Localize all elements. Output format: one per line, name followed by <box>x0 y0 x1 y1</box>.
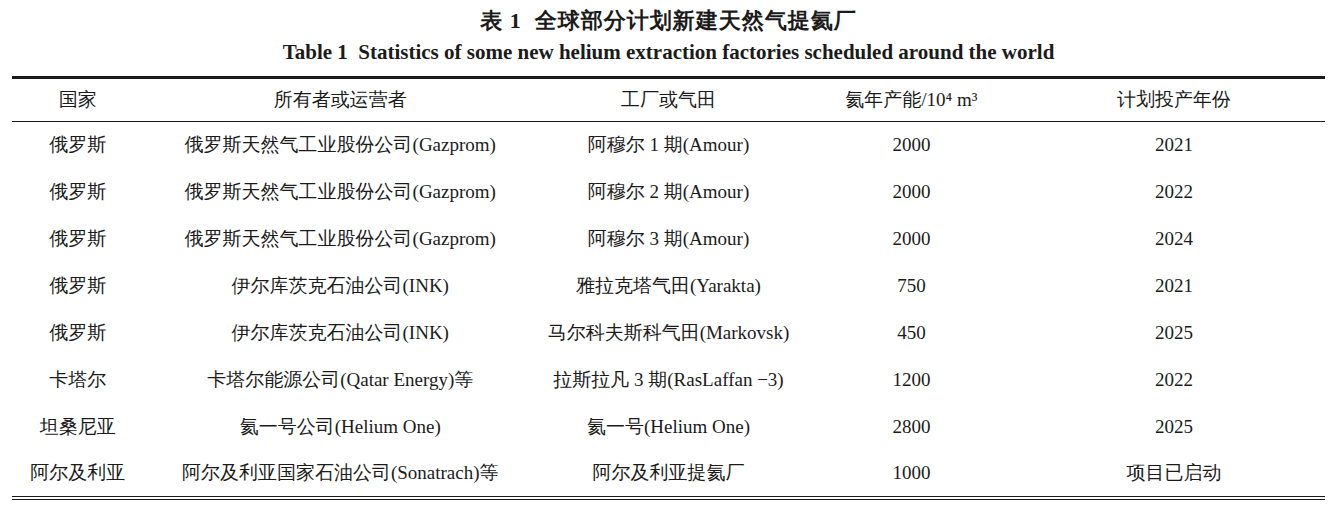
cell-year: 项目已启动 <box>1023 451 1325 498</box>
cell-country: 俄罗斯 <box>12 263 143 310</box>
cell-plant: 阿穆尔 1 期(Amour) <box>537 122 800 169</box>
cell-capacity: 450 <box>800 310 1023 357</box>
cell-capacity: 1200 <box>800 357 1023 404</box>
table-row: 俄罗斯 伊尔库茨克石油公司(INK) 雅拉克塔气田(Yarakta) 750 2… <box>12 263 1325 310</box>
cell-owner: 俄罗斯天然气工业股份公司(Gazprom) <box>143 122 537 169</box>
cell-capacity: 2000 <box>800 169 1023 216</box>
table-row: 阿尔及利亚 阿尔及利亚国家石油公司(Sonatrach)等 阿尔及利亚提氦厂 1… <box>12 451 1325 498</box>
table-row: 俄罗斯 伊尔库茨克石油公司(INK) 马尔科夫斯科气田(Markovsk) 45… <box>12 310 1325 357</box>
data-table: 国家 所有者或运营者 工厂或气田 氦年产能/10⁴ m³ 计划投产年份 俄罗斯 … <box>12 76 1325 500</box>
cell-year: 2021 <box>1023 263 1325 310</box>
cell-plant: 阿尔及利亚提氦厂 <box>537 451 800 498</box>
table-row: 俄罗斯 俄罗斯天然气工业股份公司(Gazprom) 阿穆尔 2 期(Amour)… <box>12 169 1325 216</box>
cell-owner: 阿尔及利亚国家石油公司(Sonatrach)等 <box>143 451 537 498</box>
cell-owner: 氦一号公司(Helium One) <box>143 404 537 451</box>
table-caption-en: Table 1 Statistics of some new helium ex… <box>0 36 1337 69</box>
cell-owner: 伊尔库茨克石油公司(INK) <box>143 263 537 310</box>
col-header-capacity: 氦年产能/10⁴ m³ <box>800 78 1023 122</box>
cell-year: 2025 <box>1023 404 1325 451</box>
cell-capacity: 750 <box>800 263 1023 310</box>
cell-capacity: 1000 <box>800 451 1023 498</box>
cell-country: 俄罗斯 <box>12 216 143 263</box>
cell-year: 2021 <box>1023 122 1325 169</box>
cell-plant: 阿穆尔 2 期(Amour) <box>537 169 800 216</box>
cell-year: 2025 <box>1023 310 1325 357</box>
cell-capacity: 2000 <box>800 122 1023 169</box>
cell-plant: 阿穆尔 3 期(Amour) <box>537 216 800 263</box>
cell-owner: 俄罗斯天然气工业股份公司(Gazprom) <box>143 169 537 216</box>
cell-country: 卡塔尔 <box>12 357 143 404</box>
col-header-plant: 工厂或气田 <box>537 78 800 122</box>
cell-plant: 雅拉克塔气田(Yarakta) <box>537 263 800 310</box>
table-row: 俄罗斯 俄罗斯天然气工业股份公司(Gazprom) 阿穆尔 3 期(Amour)… <box>12 216 1325 263</box>
cell-year: 2022 <box>1023 169 1325 216</box>
cell-capacity: 2000 <box>800 216 1023 263</box>
cell-plant: 马尔科夫斯科气田(Markovsk) <box>537 310 800 357</box>
col-header-country: 国家 <box>12 78 143 122</box>
cell-country: 俄罗斯 <box>12 169 143 216</box>
header-row: 国家 所有者或运营者 工厂或气田 氦年产能/10⁴ m³ 计划投产年份 <box>12 78 1325 122</box>
cell-year: 2024 <box>1023 216 1325 263</box>
table-row: 坦桑尼亚 氦一号公司(Helium One) 氦一号(Helium One) 2… <box>12 404 1325 451</box>
cell-capacity: 2800 <box>800 404 1023 451</box>
table-row: 卡塔尔 卡塔尔能源公司(Qatar Energy)等 拉斯拉凡 3 期(RasL… <box>12 357 1325 404</box>
cell-country: 坦桑尼亚 <box>12 404 143 451</box>
paper-table-page: 表 1 全球部分计划新建天然气提氦厂 Table 1 Statistics of… <box>0 0 1337 522</box>
cell-country: 阿尔及利亚 <box>12 451 143 498</box>
cell-plant: 拉斯拉凡 3 期(RasLaffan −3) <box>537 357 800 404</box>
col-header-owner: 所有者或运营者 <box>143 78 537 122</box>
cell-year: 2022 <box>1023 357 1325 404</box>
table-caption-zh: 表 1 全球部分计划新建天然气提氦厂 <box>0 6 1337 36</box>
cell-owner: 伊尔库茨克石油公司(INK) <box>143 310 537 357</box>
cell-country: 俄罗斯 <box>12 310 143 357</box>
cell-country: 俄罗斯 <box>12 122 143 169</box>
cell-plant: 氦一号(Helium One) <box>537 404 800 451</box>
cell-owner: 卡塔尔能源公司(Qatar Energy)等 <box>143 357 537 404</box>
table-row: 俄罗斯 俄罗斯天然气工业股份公司(Gazprom) 阿穆尔 1 期(Amour)… <box>12 122 1325 169</box>
col-header-year: 计划投产年份 <box>1023 78 1325 122</box>
cell-owner: 俄罗斯天然气工业股份公司(Gazprom) <box>143 216 537 263</box>
